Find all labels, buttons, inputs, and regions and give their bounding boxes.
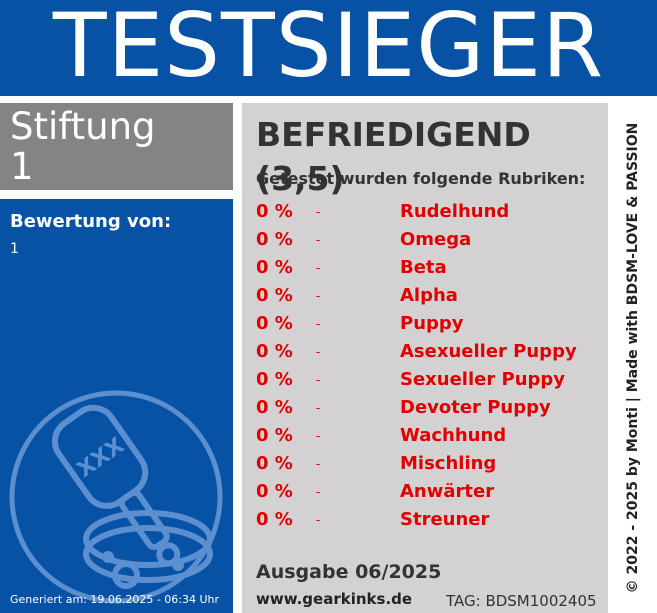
category-dash: - (316, 401, 321, 415)
category-percent: 0 % (256, 369, 293, 390)
category-dash: - (316, 233, 321, 247)
category-name: Devoter Puppy (400, 397, 551, 418)
category-name: Sexueller Puppy (400, 369, 566, 390)
category-row: 0 % - Anwärter (256, 481, 606, 509)
category-row: 0 % - Sexueller Puppy (256, 369, 606, 397)
category-name: Rudelhund (400, 201, 510, 222)
results-panel: BEFRIEDIGEND (3,5) Getestet wurden folge… (242, 103, 608, 613)
category-name: Alpha (400, 285, 458, 306)
category-row: 0 % - Rudelhund (256, 201, 606, 229)
rating-grade: BEFRIEDIGEND (3,5) (256, 115, 531, 198)
category-dash: - (316, 485, 321, 499)
category-dash: - (316, 317, 321, 331)
category-name: Omega (400, 229, 472, 250)
category-percent: 0 % (256, 229, 293, 250)
category-row: 0 % - Omega (256, 229, 606, 257)
tag-id: TAG: BDSM1002405 (446, 592, 597, 610)
category-name: Mischling (400, 453, 497, 474)
category-row: 0 % - Streuner (256, 509, 606, 537)
category-dash: - (316, 205, 321, 219)
category-row: 0 % - Alpha (256, 285, 606, 313)
category-dash: - (316, 289, 321, 303)
category-percent: 0 % (256, 425, 293, 446)
category-percent: 0 % (256, 481, 293, 502)
category-dash: - (316, 429, 321, 443)
category-percent: 0 % (256, 453, 293, 474)
category-name: Streuner (400, 509, 490, 530)
category-dash: - (316, 513, 321, 527)
category-row: 0 % - Wachhund (256, 425, 606, 453)
category-dash: - (316, 345, 321, 359)
organization-number: 1 (10, 145, 34, 188)
category-percent: 0 % (256, 313, 293, 334)
categories-heading: Getestet wurden folgende Rubriken: (256, 169, 586, 188)
category-percent: 0 % (256, 285, 293, 306)
category-name: Wachhund (400, 425, 507, 446)
category-row: 0 % - Beta (256, 257, 606, 285)
category-row: 0 % - Mischling (256, 453, 606, 481)
category-percent: 0 % (256, 257, 293, 278)
category-name: Anwärter (400, 481, 495, 502)
emblem-text: XXX (73, 433, 129, 483)
category-percent: 0 % (256, 397, 293, 418)
category-percent: 0 % (256, 341, 293, 362)
category-dash: - (316, 373, 321, 387)
category-row: 0 % - Puppy (256, 313, 606, 341)
category-dash: - (316, 457, 321, 471)
header-banner: TESTSIEGER (0, 0, 657, 96)
bewertung-value: 1 (10, 241, 19, 257)
copyright-strip: © 2022 - 2025 by Monti | Made with BDSM-… (609, 103, 657, 613)
category-percent: 0 % (256, 509, 293, 530)
organization-box: Stiftung 1 (0, 103, 233, 190)
seal-title: TESTSIEGER (52, 0, 605, 97)
bewertung-label: Bewertung von: (10, 211, 172, 232)
category-percent: 0 % (256, 201, 293, 222)
category-row: 0 % - Asexueller Puppy (256, 341, 606, 369)
category-name: Beta (400, 257, 447, 278)
category-name: Puppy (400, 313, 464, 334)
category-row: 0 % - Devoter Puppy (256, 397, 606, 425)
generated-timestamp: Generiert am: 19.06.2025 - 06:34 Uhr (10, 593, 220, 606)
category-name: Asexueller Puppy (400, 341, 577, 362)
issue-label: Ausgabe 06/2025 (256, 561, 442, 583)
organization-name: Stiftung (10, 105, 156, 148)
copyright-text: © 2022 - 2025 by Monti | Made with BDSM-… (625, 122, 641, 594)
website-link[interactable]: www.gearkinks.de (256, 590, 413, 608)
paddle-and-collar-icon: XXX (9, 390, 223, 604)
rating-source-box: Bewertung von: 1 XXX Generiert am: 19.06… (0, 199, 233, 613)
category-dash: - (316, 261, 321, 275)
